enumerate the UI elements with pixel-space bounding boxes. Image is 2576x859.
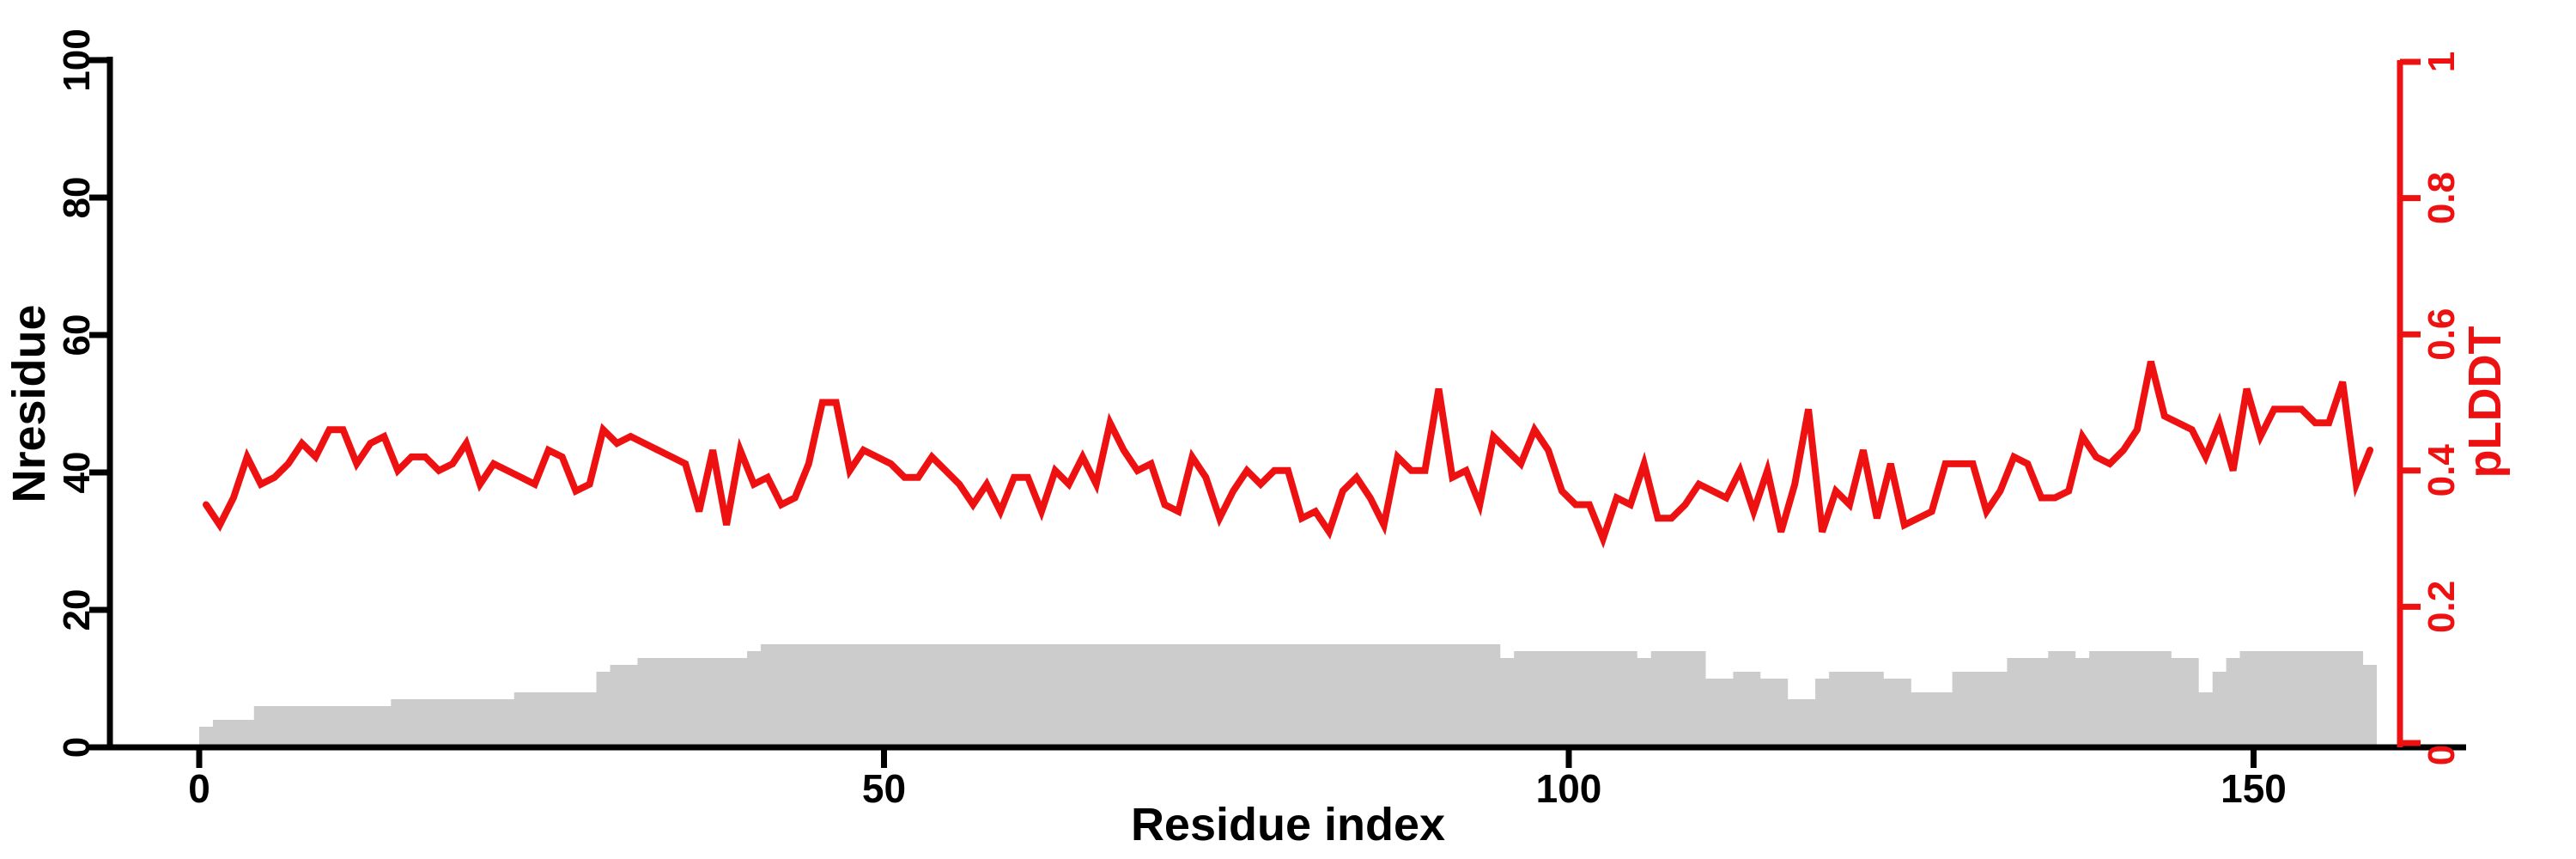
right-axis-title: pLDDT [2459,326,2511,478]
right-tick-label: 1 [2421,52,2463,72]
left-tick-label: 80 [56,177,98,219]
nresidue-step-area [199,644,2377,747]
nresidue-steps [199,644,2377,747]
right-tick-label: 0 [2421,745,2463,765]
right-tick-label: 0.6 [2421,308,2463,361]
left-axis-title: Nresidue [3,304,55,503]
left-tick-label: 100 [56,28,98,91]
left-tick-label: 40 [56,452,98,494]
plddt-line-series [203,360,2374,549]
right-tick-label: 0.8 [2421,172,2463,224]
left-tick-label: 0 [56,737,98,758]
left-tick-label: 60 [56,314,98,356]
x-tick-label: 150 [2221,766,2287,811]
tick-labels: 0 50 100 150 0 20 40 60 80 100 0 0.2 0.4 0.6 0.8 1 [56,28,2463,811]
x-tick-label: 100 [1536,766,1602,811]
plddt-polyline [203,360,2374,549]
left-tick-label: 20 [56,589,98,631]
x-tick-label: 0 [188,766,210,811]
axes [89,57,2466,768]
right-tick-label: 0.2 [2421,581,2463,633]
right-tick-label: 0.4 [2421,444,2463,497]
x-axis-title: Residue index [1131,799,1445,850]
x-tick-label: 50 [862,766,906,811]
